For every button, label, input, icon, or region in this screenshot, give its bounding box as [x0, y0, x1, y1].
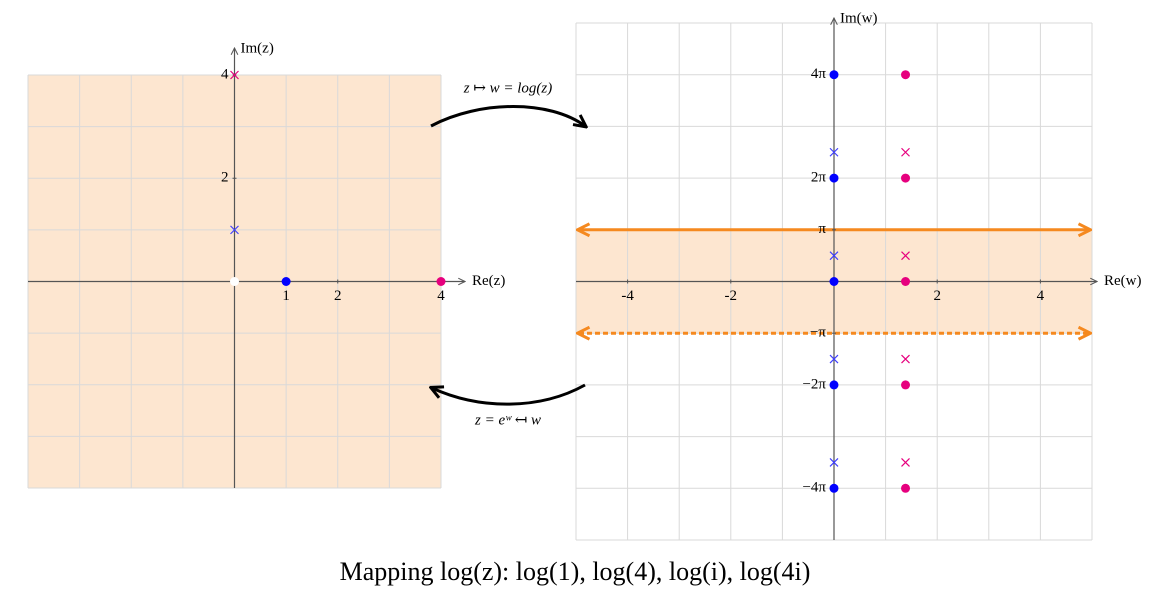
y-tick-label: −4π	[802, 480, 826, 496]
x-tick-label: 4	[437, 288, 445, 304]
point	[436, 277, 446, 286]
x-tick-label: 4	[1037, 288, 1045, 304]
cross-point	[901, 354, 910, 364]
cross-point	[901, 147, 910, 157]
x-tick-label: 2	[334, 288, 342, 304]
point	[230, 277, 239, 286]
forward-arrow	[430, 105, 585, 127]
cross-point	[230, 70, 239, 80]
point	[901, 173, 911, 183]
cross-point	[901, 251, 910, 261]
y-tick-label: 2π	[811, 170, 827, 186]
forward-label: z ↦ w = log(z)	[463, 80, 553, 96]
point	[281, 277, 291, 286]
x-tick-label: 1	[282, 288, 290, 304]
x-axis-label: Re(z)	[472, 273, 505, 289]
point	[829, 380, 839, 390]
title: Mapping log(z): log(1), log(4), log(i), …	[340, 557, 811, 586]
y-tick-label: 4π	[811, 66, 827, 82]
point	[901, 70, 911, 80]
cross-point	[829, 251, 839, 261]
point	[829, 70, 839, 80]
y-tick-label: π	[818, 221, 826, 237]
point	[829, 483, 839, 493]
cross-point	[230, 225, 239, 235]
y-axis-label: Im(z)	[241, 40, 274, 56]
cross-point	[829, 354, 839, 364]
cross-point	[829, 147, 839, 157]
x-tick-label: -2	[725, 288, 738, 304]
point	[829, 173, 839, 183]
y-tick-label: 4	[221, 66, 229, 82]
backward-label: z = eʷ ↤ w	[474, 412, 541, 428]
x-tick-label: -4	[621, 288, 634, 304]
point	[901, 380, 911, 390]
y-axis-label: Im(w)	[840, 10, 878, 26]
point	[829, 277, 839, 286]
cross-point	[829, 458, 839, 467]
y-tick-label: −2π	[802, 376, 826, 392]
plots: Re(z) Im(z) 1 2 4 2 4 Re(w) Im(w) -4 -2 2 4 4π 2π π −π −2…	[27, 10, 1142, 541]
x-axis-label: Re(w)	[1104, 273, 1142, 289]
backward-arrow	[432, 383, 586, 406]
y-tick-label: −π	[810, 325, 826, 341]
point	[901, 483, 911, 493]
x-tick-label: 2	[933, 288, 941, 304]
cross-point	[901, 458, 910, 467]
point	[901, 277, 911, 286]
y-tick-label: 2	[221, 170, 229, 186]
